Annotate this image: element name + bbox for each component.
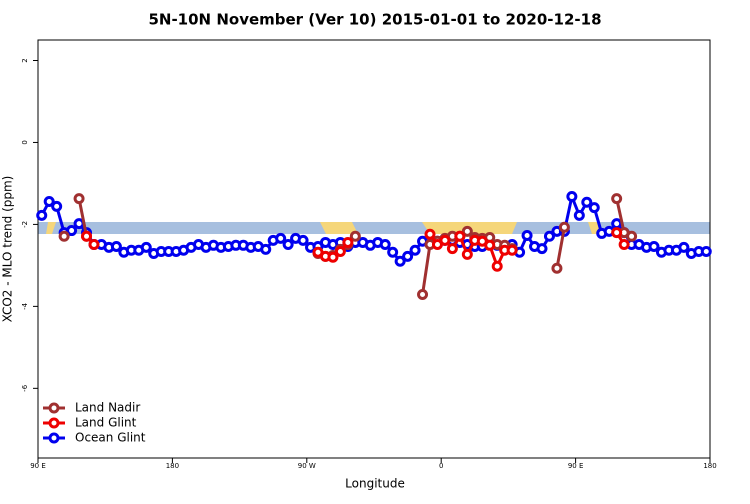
point [424,228,436,240]
point [611,227,623,239]
point [558,221,570,233]
x-tick-label: 90 E [30,462,46,470]
point [446,243,458,255]
legend-label: Ocean Glint [75,431,146,445]
point [88,238,100,250]
x-tick-label: 180 [166,462,179,470]
land-band [46,222,56,234]
point [536,243,548,255]
x-tick-label: 90 W [298,462,316,470]
point [551,262,563,274]
point [484,239,496,251]
point [611,193,623,205]
y-tick-label: -6 [21,384,29,392]
ocean-band [38,222,710,234]
point [402,250,414,262]
point [394,255,406,267]
legend-label: Land Glint [75,416,137,430]
point [409,244,421,256]
point [461,248,473,260]
point [81,230,93,242]
point [43,195,55,207]
point [566,191,578,203]
y-tick-label: 2 [21,58,29,62]
point [648,241,660,253]
y-tick-label: 0 [21,140,29,144]
point [521,229,533,241]
legend-label: Land Nadir [75,401,140,415]
point [66,225,78,237]
point [73,218,85,230]
point [73,193,85,205]
y-axis-label: XCO2 - MLO trend (ppm) [1,176,15,323]
point [282,238,294,250]
point [626,230,638,242]
point [387,246,399,258]
y-tick-label: -2 [21,221,29,228]
point [297,234,309,246]
point [439,234,451,246]
point [543,230,555,242]
point [588,202,600,214]
point [506,244,518,256]
point [611,218,623,230]
point [573,209,585,221]
legend-marker [48,432,60,444]
point [36,209,48,221]
point [417,288,429,300]
point [581,196,593,208]
point [618,238,630,250]
point [349,230,361,242]
legend-marker [48,402,60,414]
point [58,230,70,242]
x-tick-label: 0 [439,462,443,470]
point [342,236,354,248]
point [275,232,287,244]
point [379,238,391,250]
x-tick-label: 180 [703,462,716,470]
y-tick-label: -4 [21,302,29,310]
land-band [320,222,358,234]
x-tick-label: 90 E [568,462,584,470]
point [140,241,152,253]
chart-title: 5N-10N November (Ver 10) 2015-01-01 to 2… [148,11,601,29]
point [461,225,473,237]
point [110,241,122,253]
point [51,200,63,212]
point [327,251,339,263]
point [260,243,272,255]
legend-marker [48,417,60,429]
x-axis-label: Longitude [345,477,405,491]
point [700,245,712,257]
point [678,241,690,253]
point [334,245,346,257]
point [491,260,503,272]
point [454,230,466,242]
